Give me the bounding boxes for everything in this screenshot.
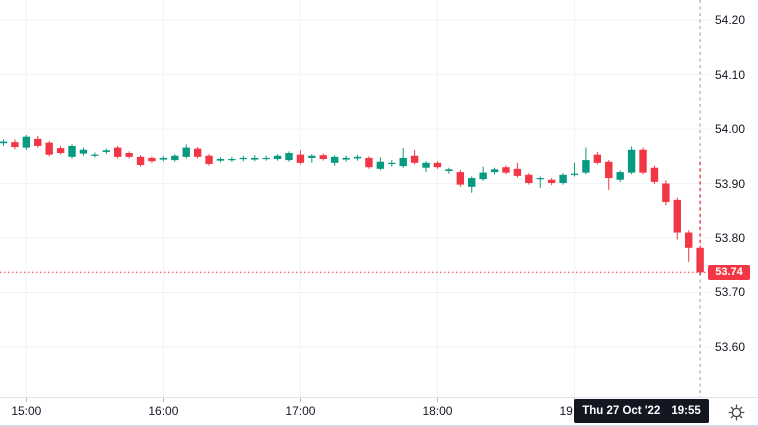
candle[interactable] — [68, 144, 76, 159]
bottom-accent-line — [0, 424, 758, 427]
time-tick-mark — [436, 398, 438, 402]
candle[interactable] — [685, 230, 693, 262]
candle[interactable] — [513, 162, 522, 178]
candle[interactable] — [410, 149, 419, 165]
candle[interactable] — [502, 165, 510, 175]
time-tick-label: 15:00 — [11, 404, 42, 418]
candle[interactable] — [22, 135, 31, 150]
candle[interactable] — [193, 147, 202, 159]
candle[interactable] — [262, 155, 270, 161]
price-tick-label: 54.00 — [715, 122, 746, 137]
time-tick-mark — [25, 398, 27, 402]
candle[interactable] — [216, 157, 225, 163]
candles-layer — [0, 135, 704, 276]
candle[interactable] — [639, 147, 647, 175]
candle[interactable] — [376, 157, 385, 171]
candle[interactable] — [330, 155, 339, 166]
candle[interactable] — [468, 176, 476, 193]
candle[interactable] — [547, 178, 556, 186]
plot-area[interactable] — [0, 0, 758, 397]
candle[interactable] — [34, 136, 42, 148]
candle[interactable] — [399, 148, 407, 168]
price-tick-label: 53.90 — [715, 176, 746, 191]
candle[interactable] — [205, 154, 213, 166]
candle[interactable] — [308, 154, 316, 163]
candle[interactable] — [125, 151, 133, 159]
candle[interactable] — [365, 156, 373, 169]
price-tick-label: 54.20 — [715, 13, 746, 28]
candle[interactable] — [673, 197, 681, 240]
candle[interactable] — [319, 153, 327, 161]
time-tick-label: 18:00 — [422, 404, 453, 418]
candle[interactable] — [114, 145, 122, 159]
candle[interactable] — [56, 145, 65, 155]
tooltip-date: Thu 27 Oct '22 — [582, 405, 661, 417]
candle[interactable] — [422, 161, 430, 173]
tooltip-time: 19:55 — [671, 405, 701, 417]
candle[interactable] — [650, 165, 659, 185]
candle[interactable] — [605, 160, 613, 191]
candle[interactable] — [0, 139, 8, 146]
time-tick-label: 16:00 — [148, 404, 179, 418]
candle[interactable] — [159, 156, 168, 162]
candle[interactable] — [582, 147, 590, 175]
candle[interactable] — [11, 139, 19, 150]
candle[interactable] — [79, 147, 88, 156]
candle[interactable] — [91, 152, 99, 158]
time-tick-mark — [299, 398, 301, 402]
candle[interactable] — [239, 155, 248, 162]
price-tick-label: 53.80 — [715, 230, 746, 245]
candle[interactable] — [228, 156, 236, 162]
candle[interactable] — [525, 173, 533, 185]
gear-icon — [728, 404, 745, 421]
candle[interactable] — [102, 148, 110, 155]
candle[interactable] — [570, 162, 579, 177]
candle[interactable] — [388, 160, 396, 167]
candle[interactable] — [296, 150, 305, 165]
price-tick-label: 53.70 — [715, 285, 746, 300]
candle[interactable] — [171, 154, 179, 162]
candle[interactable] — [342, 155, 350, 162]
candle[interactable] — [445, 167, 453, 174]
candle[interactable] — [536, 176, 544, 188]
price-badge: 53.74 — [708, 264, 750, 280]
candle[interactable] — [559, 173, 567, 185]
candle[interactable] — [136, 155, 145, 167]
candle[interactable] — [353, 154, 362, 161]
price-tick-label: 53.60 — [715, 339, 746, 354]
candle[interactable] — [182, 144, 190, 159]
candle[interactable] — [456, 169, 464, 187]
candle[interactable] — [616, 170, 624, 182]
candle[interactable] — [45, 141, 53, 157]
price-tick-label: 54.10 — [715, 67, 746, 82]
grid-layer — [0, 0, 710, 397]
candle[interactable] — [148, 156, 156, 163]
last-price-label: 53.74 — [715, 266, 743, 279]
candle[interactable] — [285, 151, 293, 162]
candle[interactable] — [251, 155, 259, 162]
candle[interactable] — [627, 146, 636, 175]
price-axis[interactable]: 54.20 54.10 54.00 53.90 53.80 53.70 53.60 — [710, 0, 758, 397]
candle[interactable] — [593, 151, 602, 165]
time-tick-label: 17:00 — [285, 404, 316, 418]
candle[interactable] — [433, 161, 442, 169]
candle[interactable] — [662, 180, 670, 206]
time-tooltip: Thu 27 Oct '22 19:55 — [574, 399, 709, 423]
settings-button[interactable] — [727, 403, 746, 422]
time-tick-mark — [162, 398, 164, 402]
candle[interactable] — [479, 166, 487, 181]
candle[interactable] — [490, 167, 499, 175]
candle[interactable] — [273, 154, 282, 161]
